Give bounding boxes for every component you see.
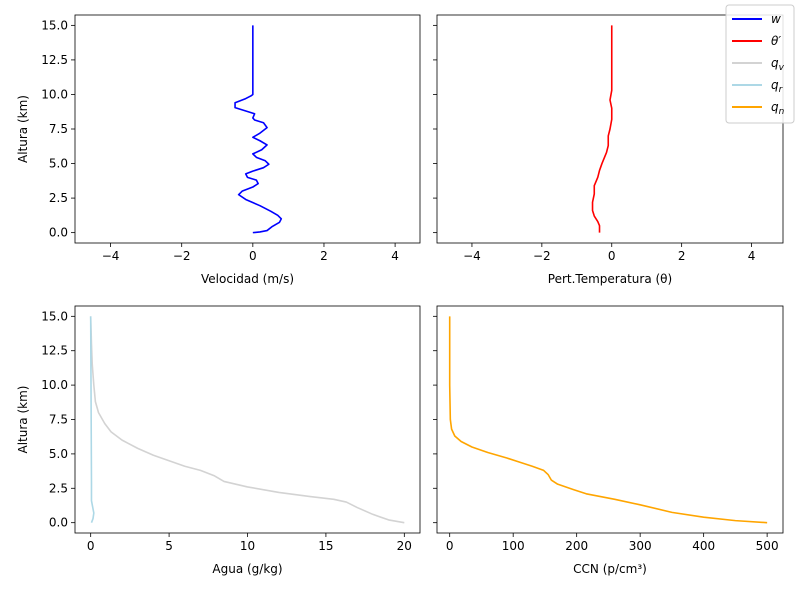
series-line-2-1 — [591, 25, 613, 233]
x-tick-label: 400 — [692, 539, 715, 553]
x-axis-label: CCN (p/cm³) — [573, 562, 647, 576]
series-line-3-2 — [89, 316, 95, 523]
y-tick-label: 15.0 — [41, 309, 68, 323]
x-tick-label: 0 — [249, 249, 257, 263]
legend-label: θ′ — [771, 34, 781, 48]
x-tick-label: 5 — [165, 539, 173, 553]
x-tick-label: −4 — [463, 249, 481, 263]
x-axis-label: Agua (g/kg) — [212, 562, 282, 576]
x-tick-label: 2 — [678, 249, 686, 263]
y-tick-label: 12.5 — [41, 344, 68, 358]
x-tick-label: 0 — [87, 539, 95, 553]
y-tick-label: 12.5 — [41, 53, 68, 67]
y-axis-label: Altura (km) — [16, 95, 30, 163]
x-tick-label: 300 — [629, 539, 652, 553]
chart-panel-3: 0 5 10 15 20 0.0 2.5 5.0 7.5 10.0 12.5 15.0 Agua (g/… — [16, 305, 421, 576]
plot-frame — [74, 305, 421, 534]
x-tick-label: −2 — [533, 249, 551, 263]
x-tick-label: −2 — [173, 249, 191, 263]
x-tick-label: 500 — [756, 539, 779, 553]
y-tick-label: 5.0 — [49, 447, 68, 461]
y-tick-label: 10.0 — [41, 378, 68, 392]
x-tick-label: 0 — [608, 249, 616, 263]
x-tick-label: 2 — [320, 249, 328, 263]
chart-panel-2: −4 −2 0 2 4 Pert.Temperatura (θ) — [433, 14, 784, 286]
x-tick-label: 4 — [748, 249, 756, 263]
x-tick-label: 4 — [391, 249, 399, 263]
x-tick-label: −4 — [102, 249, 120, 263]
x-tick-label: 10 — [240, 539, 255, 553]
x-axis-label: Velocidad (m/s) — [201, 272, 294, 286]
y-tick-label: 10.0 — [41, 87, 68, 101]
series-line-1-1 — [234, 25, 283, 234]
y-tick-label: 0.0 — [49, 516, 68, 530]
y-tick-label: 0.0 — [49, 226, 68, 240]
x-tick-label: 100 — [502, 539, 525, 553]
chart-panel-4: 0 100 200 300 400 500 CCN (p/cm³) — [433, 305, 784, 576]
x-tick-label: 20 — [397, 539, 412, 553]
y-tick-label: 7.5 — [49, 413, 68, 427]
legend-label: w — [771, 12, 781, 26]
x-tick-label: 15 — [318, 539, 333, 553]
chart-panel-1: −4 −2 0 2 4 0.0 2.5 5.0 7.5 10.0 12.5 15.0 Velocidad… — [16, 14, 421, 286]
y-tick-label: 7.5 — [49, 122, 68, 136]
y-tick-label: 5.0 — [49, 157, 68, 171]
x-axis-label: Pert.Temperatura (θ) — [548, 272, 672, 286]
y-tick-label: 2.5 — [49, 191, 68, 205]
y-tick-label: 2.5 — [49, 481, 68, 495]
y-axis-label: Altura (km) — [16, 386, 30, 454]
x-tick-label: 0 — [446, 539, 454, 553]
series-line-4-1 — [448, 316, 768, 524]
y-tick-label: 15.0 — [41, 18, 68, 32]
plot-frame — [74, 14, 421, 244]
x-tick-label: 200 — [565, 539, 588, 553]
series-line-3-1 — [89, 316, 405, 524]
